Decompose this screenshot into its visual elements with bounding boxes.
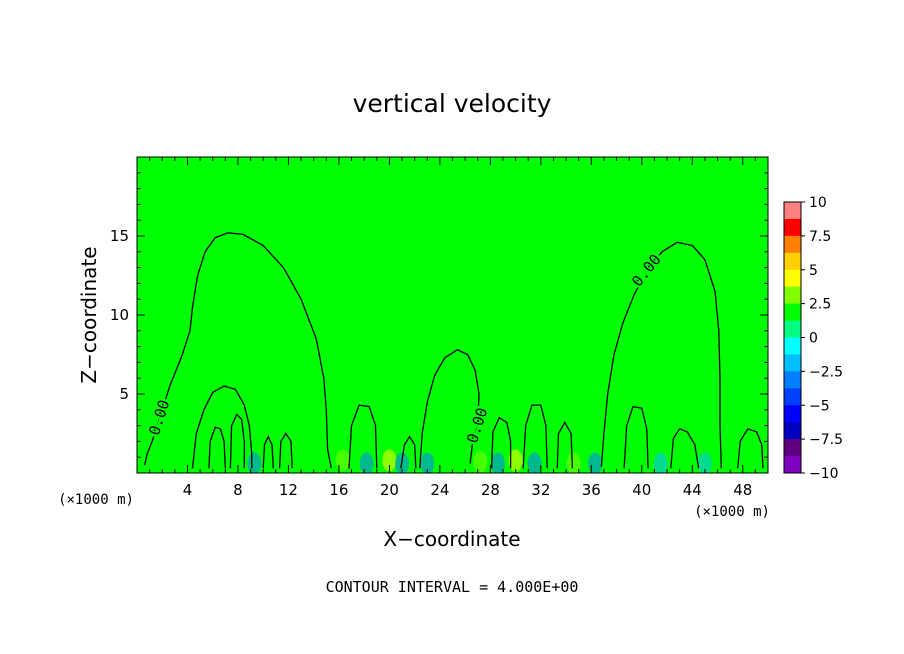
colorbar-label-0: 10	[809, 195, 827, 211]
x-tick-label-11: 48	[733, 481, 752, 499]
intensity-cell-14	[697, 452, 712, 473]
colorbar-swatch-2	[784, 235, 801, 254]
x-axis-unit: (×1000 m)	[694, 504, 770, 520]
x-tick-label-3: 16	[329, 481, 348, 499]
colorbar-swatch-13	[784, 422, 801, 440]
colorbar-swatch-6	[784, 303, 801, 322]
y-axis-label: Z−coordinate	[77, 246, 101, 383]
x-tick-label-10: 44	[683, 481, 702, 499]
x-tick-label-9: 40	[632, 481, 651, 499]
intensity-cell-15	[723, 452, 738, 473]
colorbar-label-3: 2.5	[809, 297, 831, 313]
colorbar-swatch-5	[784, 286, 801, 305]
contour-line-12	[556, 421, 574, 469]
colorbar-label-8: −10	[809, 466, 839, 482]
contour-line-3	[191, 385, 253, 469]
colorbar-label-2: 5	[809, 263, 818, 279]
contour-line-8	[348, 404, 378, 469]
colorbar-swatch-1	[784, 218, 801, 237]
intensity-cell-9	[508, 449, 523, 472]
colorbar-swatch-4	[784, 269, 801, 288]
x-tick-label-6: 28	[481, 481, 500, 499]
colorbar-swatch-15	[784, 456, 801, 474]
contour-line-2	[600, 241, 722, 469]
intensity-layer	[218, 449, 738, 473]
chart-title: vertical velocity	[353, 89, 552, 118]
x-tick-label-0: 4	[183, 481, 193, 499]
colorbar-label-4: 0	[809, 331, 818, 347]
intensity-cell-1	[247, 452, 262, 473]
contour-line-0	[143, 232, 332, 469]
intensity-cell-10	[527, 452, 542, 473]
colorbar-swatch-0	[784, 202, 801, 220]
contour-interval-note: CONTOUR INTERVAL = 4.000E+00	[326, 578, 579, 596]
contour-line-1	[419, 349, 480, 469]
colorbar-label-7: −7.5	[809, 432, 843, 448]
intensity-cell-4	[382, 449, 397, 472]
contour-line-7	[278, 432, 293, 469]
intensity-cell-12	[588, 452, 603, 473]
colorbar-swatch-11	[784, 388, 801, 406]
y-tick-label-1: 10	[110, 306, 129, 324]
contour-line-13	[623, 405, 649, 469]
x-tick-label-5: 24	[430, 481, 449, 499]
contour-line-9	[400, 435, 417, 469]
y-tick-label-0: 5	[119, 385, 129, 403]
colorbar-swatch-3	[784, 252, 801, 271]
colorbar-swatch-10	[784, 371, 801, 389]
y-tick-label-2: 15	[110, 227, 129, 245]
colorbar-swatch-7	[784, 320, 801, 338]
x-tick-label-1: 8	[233, 481, 243, 499]
colorbar-label-5: −2.5	[809, 364, 843, 380]
contour-line-4	[208, 426, 226, 469]
intensity-cell-8	[490, 452, 505, 473]
intensity-cell-6	[420, 452, 435, 473]
contour-line-6	[262, 435, 274, 469]
colorbar-label-1: 7.5	[809, 229, 831, 245]
contour-line-14	[670, 427, 700, 469]
x-tick-label-4: 20	[380, 481, 399, 499]
intensity-cell-11	[566, 452, 581, 473]
contour-line-15	[737, 428, 764, 469]
x-tick-label-8: 36	[582, 481, 601, 499]
colorbar: 10 7.5 5 2.5 0 −2.5 −5 −7.5 −10	[783, 195, 843, 482]
contour-line-10	[490, 416, 512, 469]
colorbar-swatch-14	[784, 439, 801, 457]
y-axis-unit: (×1000 m)	[58, 492, 134, 508]
colorbar-swatch-8	[784, 337, 801, 355]
contours-layer	[143, 232, 764, 469]
intensity-cell-13	[653, 452, 668, 473]
intensity-cell-2	[335, 449, 350, 472]
x-axis-label: X−coordinate	[383, 527, 520, 551]
intensity-cell-7	[473, 450, 488, 473]
intensity-cell-3	[359, 452, 374, 473]
colorbar-swatch-12	[784, 405, 801, 423]
x-tick-label-7: 32	[531, 481, 550, 499]
colorbar-swatch-9	[784, 354, 801, 372]
contour-line-11	[522, 404, 548, 469]
contour-line-5	[229, 413, 245, 469]
x-tick-label-2: 12	[279, 481, 298, 499]
colorbar-label-6: −5	[809, 398, 830, 414]
